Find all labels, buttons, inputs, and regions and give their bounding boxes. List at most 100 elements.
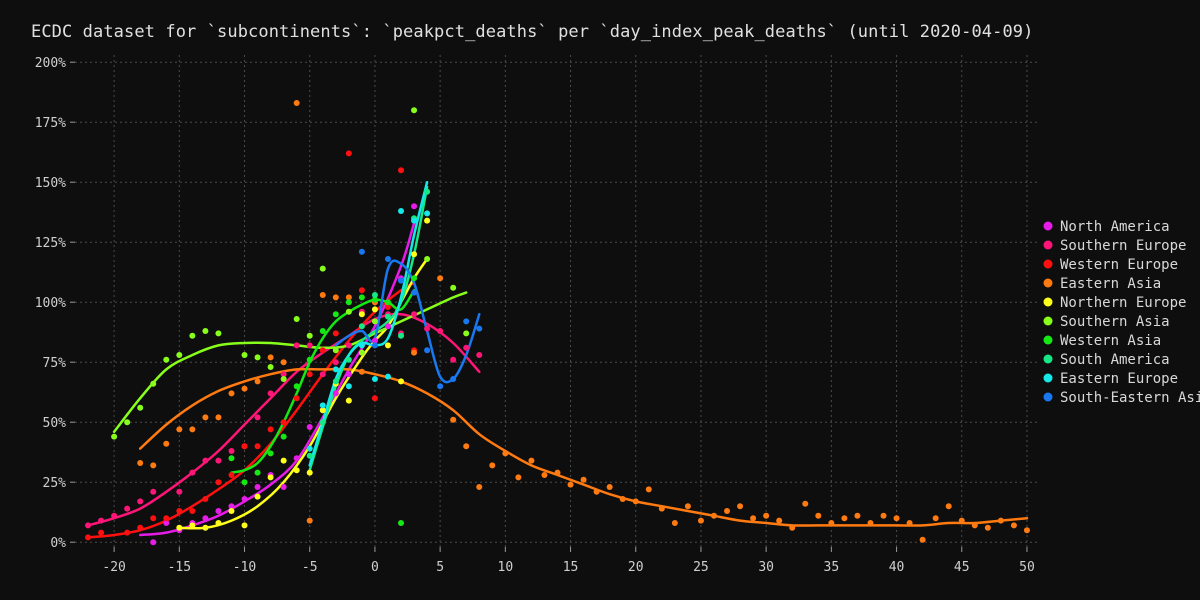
data-point-northern-europe <box>176 524 183 531</box>
data-point-eastern-asia <box>580 476 587 483</box>
y-tick-label: 200% <box>35 56 66 71</box>
data-point-eastern-europe <box>424 210 431 217</box>
data-point-southern-europe <box>345 342 352 349</box>
data-point-north-america <box>306 424 313 430</box>
legend-marker-south-america <box>1043 354 1053 364</box>
data-point-eastern-asia <box>567 481 574 488</box>
data-point-western-europe <box>124 529 131 536</box>
data-point-western-europe <box>384 304 391 310</box>
data-point-western-europe <box>306 371 313 378</box>
x-tick-label: -15 <box>168 560 191 575</box>
data-point-southern-europe <box>267 390 274 397</box>
data-point-western-asia <box>384 299 391 306</box>
x-tick-label: 35 <box>824 560 840 575</box>
data-point-eastern-asia <box>697 517 704 524</box>
data-point-southern-asia <box>306 332 313 339</box>
data-point-south-america <box>371 292 378 298</box>
data-point-north-america <box>371 337 378 344</box>
trend-line-south-america <box>308 185 429 472</box>
data-point-western-europe <box>137 524 144 531</box>
data-point-north-america <box>384 323 391 330</box>
data-point-southern-asia <box>124 419 131 426</box>
data-point-southern-asia <box>215 330 222 337</box>
data-point-eastern-asia <box>854 512 861 519</box>
x-tick-label: 20 <box>628 560 644 575</box>
data-point-eastern-asia <box>306 517 313 524</box>
data-point-eastern-asia <box>645 486 652 493</box>
data-point-eastern-asia <box>971 522 978 529</box>
data-point-eastern-asia <box>958 517 965 524</box>
data-point-southern-asia <box>163 356 170 363</box>
data-point-south-eastern-asia <box>384 256 391 262</box>
data-point-southern-europe <box>319 371 326 378</box>
data-point-eastern-asia <box>710 512 717 519</box>
legend-marker-western-asia <box>1043 335 1053 345</box>
legend-marker-northern-europe <box>1043 297 1053 307</box>
data-point-north-america <box>280 484 287 490</box>
data-point-western-europe <box>319 347 326 354</box>
data-point-southern-asia <box>254 354 261 361</box>
data-point-southern-europe <box>463 344 470 351</box>
legend: North America Southern Europe Western Euro… <box>1043 219 1200 406</box>
data-point-eastern-asia <box>163 440 170 447</box>
data-point-eastern-asia <box>893 515 900 522</box>
data-point-southern-europe <box>176 488 183 495</box>
y-tick-label: 25% <box>43 476 67 491</box>
legend-label-southern-europe: Southern Europe <box>1060 238 1186 254</box>
data-point-south-eastern-asia <box>437 383 444 390</box>
data-point-eastern-europe <box>358 342 365 349</box>
x-tick-label: -5 <box>302 560 318 575</box>
data-point-eastern-asia <box>737 503 744 510</box>
data-point-western-europe <box>254 443 261 450</box>
data-point-western-asia <box>293 383 300 390</box>
data-point-eastern-asia <box>515 474 522 481</box>
data-point-western-asia <box>280 433 287 440</box>
data-point-western-asia <box>358 294 365 301</box>
data-point-eastern-asia <box>202 414 209 421</box>
data-point-south-eastern-asia <box>476 325 483 332</box>
data-point-eastern-europe <box>319 402 326 409</box>
data-point-eastern-europe <box>332 366 339 373</box>
data-point-northern-europe <box>228 508 235 514</box>
data-point-western-asia <box>306 356 313 363</box>
data-point-southern-asia <box>411 107 418 114</box>
data-point-western-europe <box>150 515 157 522</box>
data-point-south-america <box>358 323 365 330</box>
x-tick-label: 40 <box>889 560 905 575</box>
data-point-north-america <box>254 484 261 490</box>
data-point-eastern-europe <box>345 383 352 390</box>
data-point-western-europe <box>293 395 300 402</box>
data-point-eastern-asia <box>606 484 613 490</box>
data-point-eastern-asia <box>1010 522 1017 529</box>
y-tick-label: 0% <box>50 536 66 551</box>
data-point-southern-asia <box>111 433 118 440</box>
data-point-northern-europe <box>319 407 326 414</box>
data-point-southern-asia <box>450 284 457 291</box>
legend-marker-eastern-europe <box>1043 373 1053 383</box>
data-point-southern-europe <box>137 498 144 505</box>
data-point-western-asia <box>241 479 248 486</box>
data-point-eastern-asia <box>906 520 913 526</box>
data-point-southern-europe <box>189 469 196 476</box>
data-point-eastern-europe <box>411 217 418 224</box>
data-point-eastern-asia <box>919 536 926 543</box>
data-point-western-europe <box>280 419 287 426</box>
data-point-northern-europe <box>358 311 365 318</box>
axis-ticks: -20 -15 -10 -5 0 5 10 15 20 25 30 35 40 45 50 0% 25% 50% 7… <box>35 56 1035 575</box>
legend-marker-south-eastern-asia <box>1043 392 1053 402</box>
data-point-eastern-asia <box>437 275 444 282</box>
data-point-northern-europe <box>411 251 418 258</box>
data-point-southern-asia <box>358 349 365 356</box>
data-point-eastern-asia <box>880 512 887 519</box>
legend-label-southern-asia: Southern Asia <box>1060 314 1170 330</box>
data-point-eastern-asia <box>841 515 848 522</box>
legend-label-western-asia: Western Asia <box>1060 333 1161 349</box>
data-point-northern-europe <box>345 397 352 404</box>
data-point-eastern-asia <box>554 469 561 476</box>
data-point-eastern-asia <box>593 488 600 495</box>
data-point-eastern-asia <box>684 503 691 510</box>
data-point-western-europe <box>358 287 365 294</box>
data-point-southern-europe <box>202 457 209 464</box>
data-point-southern-europe <box>476 352 483 358</box>
data-point-eastern-asia <box>502 450 509 457</box>
